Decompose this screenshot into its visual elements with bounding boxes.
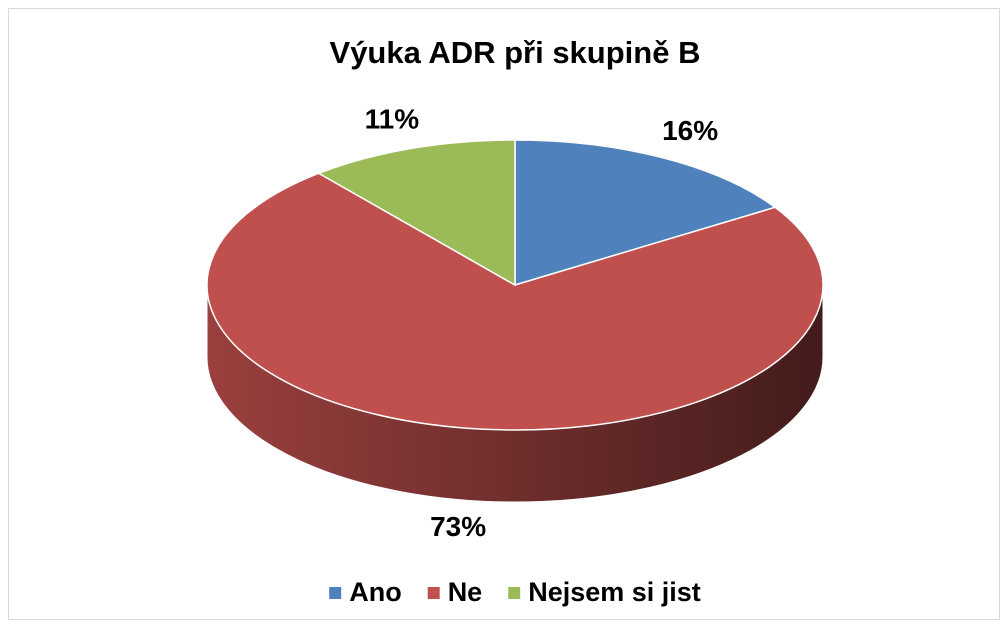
chart-title: Výuka ADR při skupině B	[330, 35, 701, 70]
legend-label: Ano	[349, 577, 401, 607]
legend-marker	[427, 587, 440, 599]
legend-marker	[329, 587, 342, 599]
slice	[206, 172, 824, 431]
data-label: 73%	[430, 511, 486, 542]
data-label: 16%	[662, 115, 718, 146]
legend-label: Nejsem si jist	[528, 577, 701, 607]
slice	[316, 139, 516, 287]
data-label: 11%	[365, 104, 420, 135]
legend-label: Ne	[448, 577, 483, 607]
slice	[514, 139, 777, 287]
legend-marker	[508, 587, 521, 599]
